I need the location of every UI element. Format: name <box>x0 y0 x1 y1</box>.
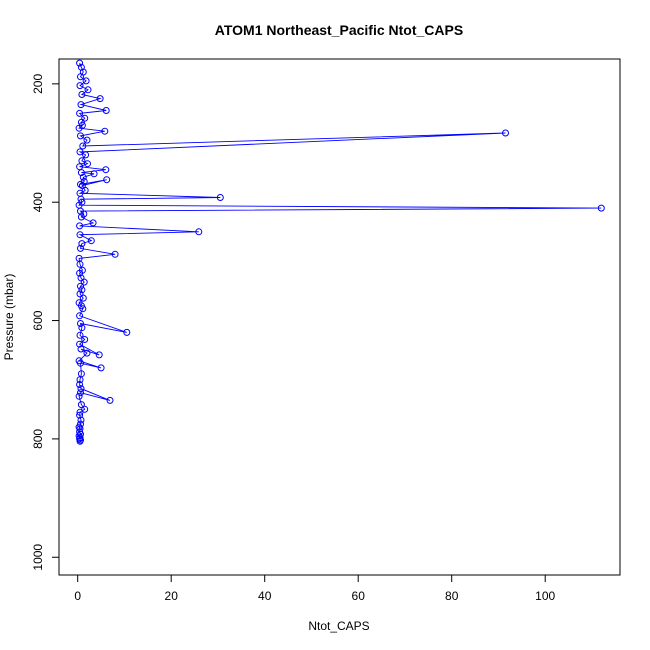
data-point <box>76 109 84 117</box>
data-point <box>77 73 84 81</box>
series-group <box>75 59 605 445</box>
chart-title: ATOM1 Northeast_Pacific Ntot_CAPS <box>215 22 463 38</box>
x-tick-label: 100 <box>535 589 555 603</box>
data-point <box>76 269 84 277</box>
data-point <box>78 324 86 332</box>
data-point <box>102 166 110 174</box>
x-tick-label: 60 <box>352 589 366 603</box>
data-point <box>77 416 85 424</box>
data-point <box>79 294 87 302</box>
data-point <box>77 180 84 188</box>
data-point <box>79 305 87 313</box>
data-point <box>101 127 109 135</box>
y-tick-label: 800 <box>31 429 45 449</box>
data-point <box>83 349 91 357</box>
x-tick-label: 0 <box>74 589 81 603</box>
data-point <box>106 396 114 404</box>
data-point <box>77 385 85 393</box>
data-point <box>76 82 84 90</box>
data-point <box>76 148 84 156</box>
y-tick-label: 1000 <box>31 544 45 571</box>
data-point <box>97 364 105 372</box>
data-point <box>77 195 85 203</box>
data-point <box>87 237 95 245</box>
data-point <box>82 77 90 85</box>
y-tick-label: 600 <box>31 310 45 330</box>
data-point <box>76 312 84 320</box>
data-point <box>78 240 86 248</box>
x-tick-label: 20 <box>165 589 179 603</box>
data-point <box>77 345 85 353</box>
y-axis: 200 400 600 800 1000 <box>31 74 60 571</box>
data-point <box>76 290 84 298</box>
data-point <box>76 59 84 67</box>
data-point <box>78 286 86 294</box>
data-point <box>502 129 509 137</box>
data-point <box>76 260 84 268</box>
data-point <box>81 336 89 343</box>
data-point <box>96 95 104 103</box>
data-point <box>111 250 119 258</box>
x-tick-label: 40 <box>258 589 272 603</box>
data-point <box>83 136 91 144</box>
data-point <box>84 86 92 94</box>
data-point <box>123 328 131 336</box>
data-point <box>76 231 84 239</box>
data-point <box>77 101 85 109</box>
data-point <box>76 411 84 419</box>
data-point <box>90 170 98 178</box>
data-point <box>77 118 85 126</box>
data-point <box>597 204 605 212</box>
plot-frame <box>58 58 621 576</box>
data-point <box>79 142 87 150</box>
data-point <box>76 408 84 416</box>
data-point <box>103 176 111 184</box>
data-point <box>77 389 84 397</box>
series-line <box>78 62 602 442</box>
data-point <box>75 124 83 132</box>
data-point <box>76 437 84 445</box>
data-point <box>79 173 87 181</box>
x-axis: 0 20 40 60 80 100 <box>74 574 556 603</box>
data-point <box>216 194 224 201</box>
data-point <box>75 392 83 400</box>
data-point <box>80 278 88 286</box>
data-point <box>76 340 84 348</box>
data-point <box>77 132 84 140</box>
data-point <box>76 222 84 230</box>
data-point <box>77 244 84 252</box>
data-point <box>77 213 85 221</box>
x-tick-label: 80 <box>445 589 459 603</box>
x-axis-label: Ntot_CAPS <box>308 619 369 633</box>
data-point <box>77 169 85 177</box>
data-point <box>77 401 85 409</box>
series-layer <box>75 59 605 445</box>
data-point <box>77 359 84 367</box>
data-point <box>76 376 84 384</box>
data-point <box>89 219 97 227</box>
data-point <box>76 425 84 433</box>
data-point <box>82 151 90 159</box>
data-point <box>76 331 84 339</box>
y-tick-label: 200 <box>31 74 45 94</box>
data-point <box>76 435 84 443</box>
data-point <box>81 186 89 194</box>
data-point <box>77 320 84 327</box>
data-point <box>76 381 84 388</box>
data-point <box>84 160 91 168</box>
y-axis-label: Pressure (mbar) <box>2 274 16 361</box>
data-point <box>78 91 86 98</box>
data-point <box>77 63 85 71</box>
data-point <box>77 282 84 290</box>
y-tick-label: 400 <box>31 192 45 212</box>
data-point <box>95 351 103 359</box>
data-point <box>102 107 110 114</box>
data-point <box>195 228 203 236</box>
data-point <box>78 157 86 165</box>
